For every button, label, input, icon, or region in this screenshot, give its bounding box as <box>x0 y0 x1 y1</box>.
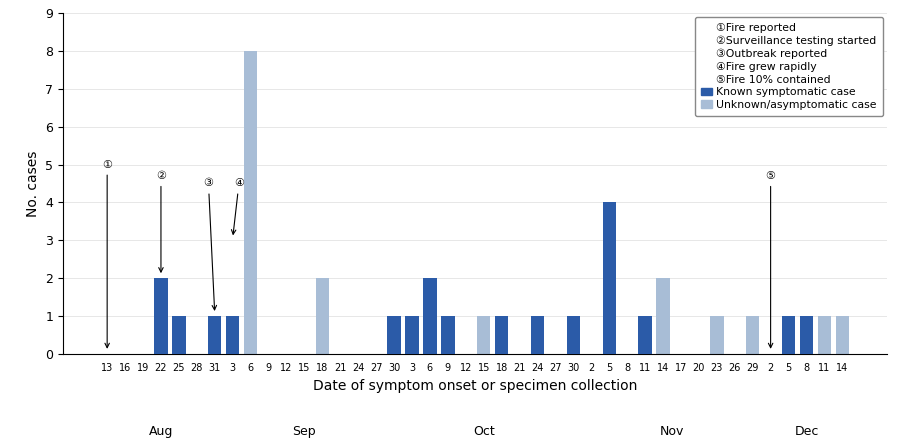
Bar <box>208 316 221 354</box>
Text: ①: ① <box>103 160 112 348</box>
Bar <box>405 316 418 354</box>
Bar <box>495 316 508 354</box>
Text: Sep: Sep <box>292 425 316 438</box>
Bar <box>405 316 418 354</box>
Text: ③: ③ <box>203 179 217 310</box>
Text: Oct: Oct <box>472 425 495 438</box>
Bar <box>154 278 167 354</box>
Text: Dec: Dec <box>795 425 819 438</box>
Text: Nov: Nov <box>660 425 684 438</box>
Bar <box>818 316 831 354</box>
Y-axis label: No. cases: No. cases <box>26 150 40 217</box>
Bar <box>172 316 185 354</box>
Bar <box>441 316 454 354</box>
Bar <box>782 316 796 354</box>
Bar <box>746 316 760 354</box>
Bar <box>835 316 849 354</box>
Bar <box>602 202 616 354</box>
Bar <box>656 278 670 354</box>
Bar <box>638 316 652 354</box>
Bar <box>316 278 329 354</box>
Bar <box>800 316 814 354</box>
Text: ④: ④ <box>231 179 244 234</box>
Bar <box>477 316 490 354</box>
Bar <box>710 316 724 354</box>
Bar <box>226 316 239 354</box>
Bar <box>567 316 580 354</box>
Bar <box>638 316 652 354</box>
Bar <box>531 316 544 354</box>
Bar <box>423 278 436 354</box>
Bar <box>244 51 257 354</box>
Text: Aug: Aug <box>148 425 173 438</box>
Bar <box>441 316 454 354</box>
Text: ⑤: ⑤ <box>766 171 776 348</box>
Bar <box>387 316 400 354</box>
Text: ②: ② <box>156 171 166 272</box>
Legend: ①Fire reported, ②Surveillance testing started, ③Outbreak reported, ④Fire grew ra: ①Fire reported, ②Surveillance testing st… <box>695 16 883 117</box>
X-axis label: Date of symptom onset or specimen collection: Date of symptom onset or specimen collec… <box>312 379 637 393</box>
